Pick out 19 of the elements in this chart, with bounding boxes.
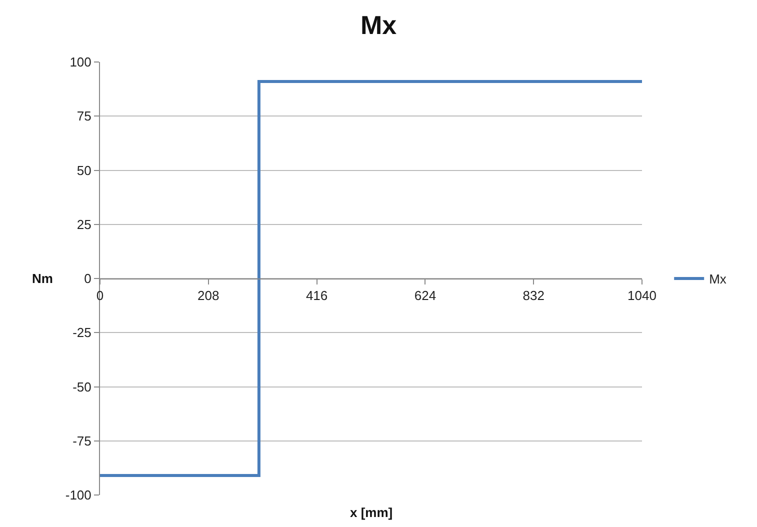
y-tick-label: 100 [70,54,92,70]
y-tick-label: -25 [72,325,92,340]
legend-label: Mx [709,272,727,287]
y-tick-label: 75 [76,108,92,124]
y-tick-label: 0 [84,271,92,286]
y-tick-label: -75 [72,433,92,448]
x-tick-label: 832 [522,288,544,304]
y-axis-title: Nm [32,271,53,286]
y-tick-label: 25 [76,216,92,232]
x-tick-label: 416 [306,288,328,304]
x-tick-label: 208 [198,288,220,304]
x-axis-title: x [mm] [350,505,393,520]
x-tick-label: 1040 [628,288,656,304]
x-tick-label: 624 [414,288,436,304]
y-tick-label: 50 [76,162,92,178]
chart-title: Mx [360,10,398,40]
x-tick-label: 0 [96,288,104,304]
y-tick-label: -100 [65,488,92,503]
y-tick-label: -50 [72,379,92,394]
